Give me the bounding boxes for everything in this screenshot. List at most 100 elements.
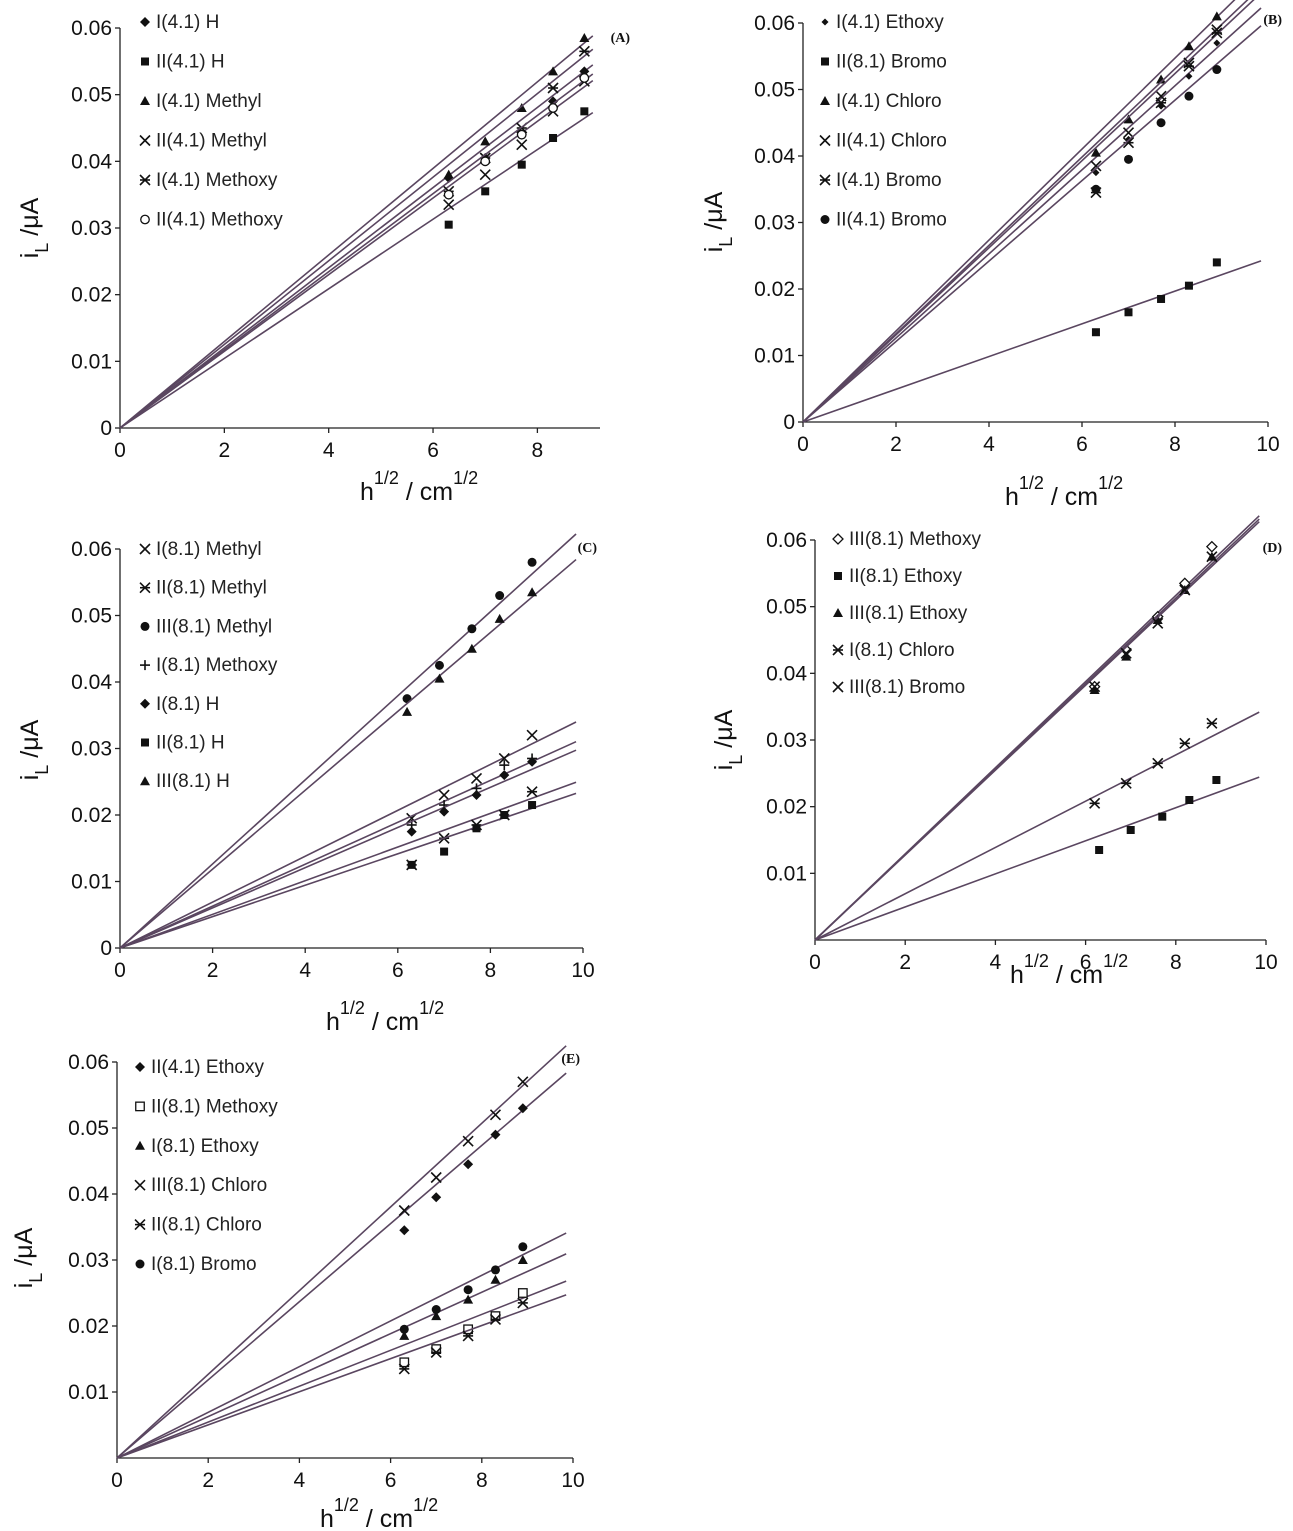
data-point (443, 169, 454, 179)
series-ii-8-1-ethoxy (814, 776, 1260, 941)
data-point (407, 860, 416, 869)
data-point (1179, 584, 1191, 596)
y-tick-label: 0.05 (71, 84, 112, 107)
data-point (1212, 776, 1221, 784)
legend-entry: II(4.1) H (156, 52, 225, 73)
legend-entry: I(4.1) Methyl (156, 91, 262, 112)
fit-line (802, 7, 1262, 423)
y-tick-label: 0.02 (754, 278, 795, 301)
data-point (402, 706, 413, 716)
y-tick-label: 0.04 (754, 145, 795, 168)
panel-label: (D) (1263, 541, 1283, 556)
legend-marker (833, 608, 843, 617)
x-tick-label: 2 (219, 439, 231, 462)
data-point (1156, 118, 1166, 128)
data-point (579, 73, 590, 83)
legend-marker (832, 681, 844, 693)
legend-entry: I(4.1) Methoxy (156, 170, 278, 191)
legend-entry: III(8.1) Methoxy (849, 529, 981, 550)
data-point (1211, 11, 1222, 21)
y-tick-label: 0.04 (766, 662, 807, 685)
data-point (1183, 41, 1194, 51)
data-point (518, 1242, 528, 1252)
legend-entry: II(8.1) Methyl (156, 578, 267, 599)
data-point (1158, 812, 1167, 821)
data-point (490, 1129, 501, 1140)
legend-entry: II(8.1) Bromo (836, 52, 947, 73)
data-point (490, 1274, 501, 1284)
data-point (1156, 74, 1167, 84)
y-tick-label: 0.01 (71, 350, 112, 373)
fit-line (814, 776, 1260, 941)
y-tick-label: 0.04 (71, 150, 112, 173)
legend-marker (141, 738, 149, 747)
data-point (498, 752, 510, 765)
legend-marker (140, 776, 150, 786)
data-point (1155, 97, 1167, 109)
y-tick-label: 0.01 (754, 345, 795, 368)
legend-entry: I(8.1) Bromo (151, 1254, 257, 1275)
data-point (481, 187, 490, 196)
legend-marker (135, 1259, 145, 1269)
legend-marker (140, 96, 150, 105)
fit-line (119, 35, 594, 429)
data-point (1126, 826, 1135, 834)
data-point (489, 1109, 502, 1121)
x-axis-title: h1/2 / cm1/2 (1010, 951, 1128, 989)
y-axis-title: iL /μA (16, 197, 52, 258)
y-tick-label: 0.01 (71, 871, 112, 894)
data-point (399, 1330, 410, 1340)
series-i-4-1-chloro (802, 0, 1236, 423)
legend-entry: II(4.1) Chloro (836, 131, 947, 152)
data-point (438, 789, 450, 801)
legend-entry: II(8.1) Methoxy (151, 1096, 278, 1117)
series-i-4-1-bromo (802, 0, 1255, 423)
legend-entry: I(4.1) Chloro (836, 91, 942, 112)
fit-line (119, 79, 594, 429)
data-point (1213, 39, 1221, 47)
y-tick-label: 0.02 (766, 796, 807, 819)
chart-panel-c: 0 0.01 0.02 0.03 0.04 0.05 0.06 0 2 4 6 8 10 (C) I(8.1… (16, 533, 597, 1036)
data-point (526, 729, 538, 741)
data-point (1206, 551, 1218, 563)
data-point (489, 1313, 502, 1325)
y-tick-label: 0.06 (71, 538, 112, 561)
data-point (431, 1311, 442, 1321)
legend-marker (140, 214, 150, 225)
series-iii-8-1-h (119, 558, 577, 949)
fit-line (119, 533, 577, 949)
legend-entry: I(8.1) Methyl (156, 539, 262, 560)
legend-marker (832, 644, 844, 656)
legend: I(8.1) Methyl II(8.1) Methyl III(8.1) Meth… (139, 539, 278, 792)
x-tick-label: 2 (890, 433, 902, 456)
series-i-8-1-h (119, 749, 577, 949)
data-point (430, 1346, 442, 1358)
data-point (399, 1357, 410, 1368)
data-point (1091, 328, 1100, 337)
data-point (517, 1297, 529, 1309)
series-ii-8-1-methoxy (116, 1280, 567, 1459)
y-tick-label: 0.03 (68, 1249, 109, 1272)
data-point (1185, 796, 1194, 804)
legend-entry: I(8.1) Chloro (849, 640, 955, 661)
legend-entry: I(8.1) H (156, 694, 219, 715)
legend-marker (140, 621, 150, 631)
data-point (463, 1285, 473, 1295)
data-point (1089, 797, 1101, 809)
legend-marker (141, 57, 149, 66)
data-point (472, 824, 481, 833)
data-point (1184, 281, 1193, 290)
fit-line (119, 740, 577, 949)
legend-marker (140, 698, 150, 709)
x-tick-label: 8 (1170, 951, 1182, 974)
legend-marker (139, 543, 151, 555)
fit-line (116, 1294, 567, 1459)
legend-marker (135, 1140, 145, 1150)
legend: III(8.1) Methoxy II(8.1) Ethoxy III(8.1) E… (832, 529, 981, 698)
data-point (517, 1103, 528, 1114)
data-point (578, 45, 590, 57)
data-point (399, 1225, 410, 1236)
legend-entry: III(8.1) Methyl (156, 616, 272, 637)
data-point (440, 847, 449, 856)
